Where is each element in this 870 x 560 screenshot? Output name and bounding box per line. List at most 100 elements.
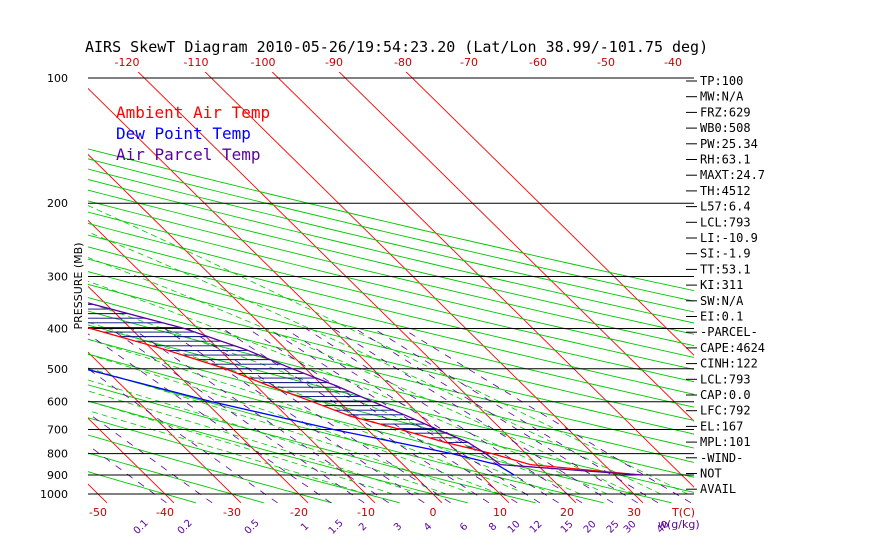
dry-adiabat-line [88, 158, 694, 302]
mixing-ratio-line [333, 328, 614, 504]
dry-adiabat-line [88, 211, 694, 358]
index-label: MW:N/A [700, 90, 744, 104]
dry-adiabat-line [88, 222, 694, 370]
dry-adiabat-line [88, 297, 694, 449]
isotherm-line [271, 72, 694, 488]
dry-adiabat-line [88, 353, 672, 504]
mixing-ratio-line [402, 328, 692, 504]
index-label: L57:6.4 [700, 200, 751, 214]
isotherm-line [338, 72, 694, 422]
pressure-tick-label: 200 [47, 197, 68, 210]
bottom-temp-tick-label: 30 [627, 506, 641, 519]
isotherm-line [88, 417, 175, 504]
pressure-tick-label: 600 [47, 396, 68, 409]
y-axis-label: PRESSURE (MB) [72, 243, 85, 330]
isotherm-line [88, 351, 242, 504]
dry-adiabat-line [88, 400, 468, 504]
air-parcel-line [88, 302, 642, 476]
ambient-temp-line [88, 327, 642, 476]
bottom-temp-tick-label: -40 [156, 506, 174, 519]
mixing-ratio-line [88, 368, 278, 504]
pressure-tick-label: 300 [47, 270, 68, 283]
index-label: TH:4512 [700, 184, 751, 198]
bottom-temp-tick-label: -50 [89, 506, 107, 519]
dry-adiabat-line [88, 234, 694, 383]
index-label: SI:-1.9 [700, 247, 751, 261]
dry-adiabat-line [88, 168, 694, 313]
moist-adiabat-line [88, 205, 688, 495]
top-temp-tick-label: -40 [664, 56, 682, 69]
top-temp-tick-label: -120 [115, 56, 140, 69]
dry-adiabat-line [88, 368, 604, 504]
index-label: LFC:792 [700, 404, 751, 418]
mixing-ratio-line [222, 328, 490, 504]
index-label: LCL:793 [700, 372, 751, 386]
mixing-ratio-line [305, 328, 583, 504]
dry-adiabat-line [88, 271, 694, 421]
dry-adiabat-line [88, 417, 400, 504]
bottom-temp-tick-label: -20 [290, 506, 308, 519]
mixing-ratio-line [267, 328, 541, 504]
index-label: PW:25.34 [700, 137, 758, 151]
top-temp-tick-label: -100 [251, 56, 276, 69]
dry-adiabat-line [88, 246, 694, 395]
top-temp-tick-label: -70 [460, 56, 478, 69]
index-label: SW:N/A [700, 294, 744, 308]
mixing-ratio-line [88, 412, 213, 504]
moist-adiabat-line [88, 302, 581, 495]
mixing-ratio-line [373, 328, 659, 504]
index-label: RH:63.1 [700, 153, 751, 167]
index-label: LCL:793 [700, 215, 751, 229]
index-label: -PARCEL- [700, 325, 758, 339]
pressure-tick-label: 700 [47, 424, 68, 437]
top-temp-tick-label: -90 [325, 56, 343, 69]
mixing-unit-label: w(g/kg) [658, 518, 700, 531]
bottom-temp-tick-label: 20 [560, 506, 574, 519]
bottom-temp-tick-label: -30 [223, 506, 241, 519]
index-label: MPL:101 [700, 435, 751, 449]
index-label: WB0:508 [700, 121, 751, 135]
dry-adiabat-line [88, 324, 694, 478]
index-label: -WIND- [700, 451, 743, 465]
bottom-temp-tick-label: 0 [430, 506, 437, 519]
bottom-temp-tick-label: -10 [357, 506, 375, 519]
dry-adiabat-line [88, 452, 264, 504]
index-label: CINH:122 [700, 357, 758, 371]
index-label: AVAIL [700, 482, 736, 496]
isotherm-line [88, 219, 376, 504]
chart-title: AIRS SkewT Diagram 2010-05-26/19:54:23.2… [85, 38, 708, 56]
dry-adiabat-line [88, 434, 332, 504]
legend-air-parcel: Air Parcel Temp [116, 145, 261, 164]
dry-adiabat-line [88, 471, 197, 504]
mixing-ratio-line [284, 328, 559, 504]
index-label: LI:-10.9 [700, 231, 758, 245]
top-temp-tick-label: -60 [529, 56, 547, 69]
top-temp-tick-label: -80 [394, 56, 412, 69]
index-label: CAP:0.0 [700, 388, 751, 402]
pressure-tick-label: 100 [47, 72, 68, 85]
isotherm-line [137, 72, 577, 504]
pressure-tick-label: 900 [47, 469, 68, 482]
index-label: TP:100 [700, 74, 743, 88]
dry-adiabat-line [88, 258, 694, 408]
index-label: CAPE:4624 [700, 341, 765, 355]
dry-adiabat-line [88, 179, 694, 324]
dry-adiabat-line [88, 384, 536, 504]
mixing-ratio-line [110, 328, 365, 504]
index-label: FRZ:629 [700, 105, 751, 119]
mixing-ratio-line [354, 328, 638, 504]
legend-ambient-temp: Ambient Air Temp [116, 103, 270, 122]
pressure-tick-label: 400 [47, 322, 68, 335]
dry-adiabat-line [88, 189, 694, 335]
index-label: KI:311 [700, 278, 743, 292]
mixing-ratio-line [88, 444, 167, 504]
index-label: EL:167 [700, 419, 743, 433]
mixing-ratio-line [247, 328, 518, 504]
pressure-tick-label: 500 [47, 363, 68, 376]
isotherm-line [88, 285, 309, 504]
dry-adiabat-line [88, 283, 694, 435]
dry-adiabat-line [88, 148, 694, 292]
